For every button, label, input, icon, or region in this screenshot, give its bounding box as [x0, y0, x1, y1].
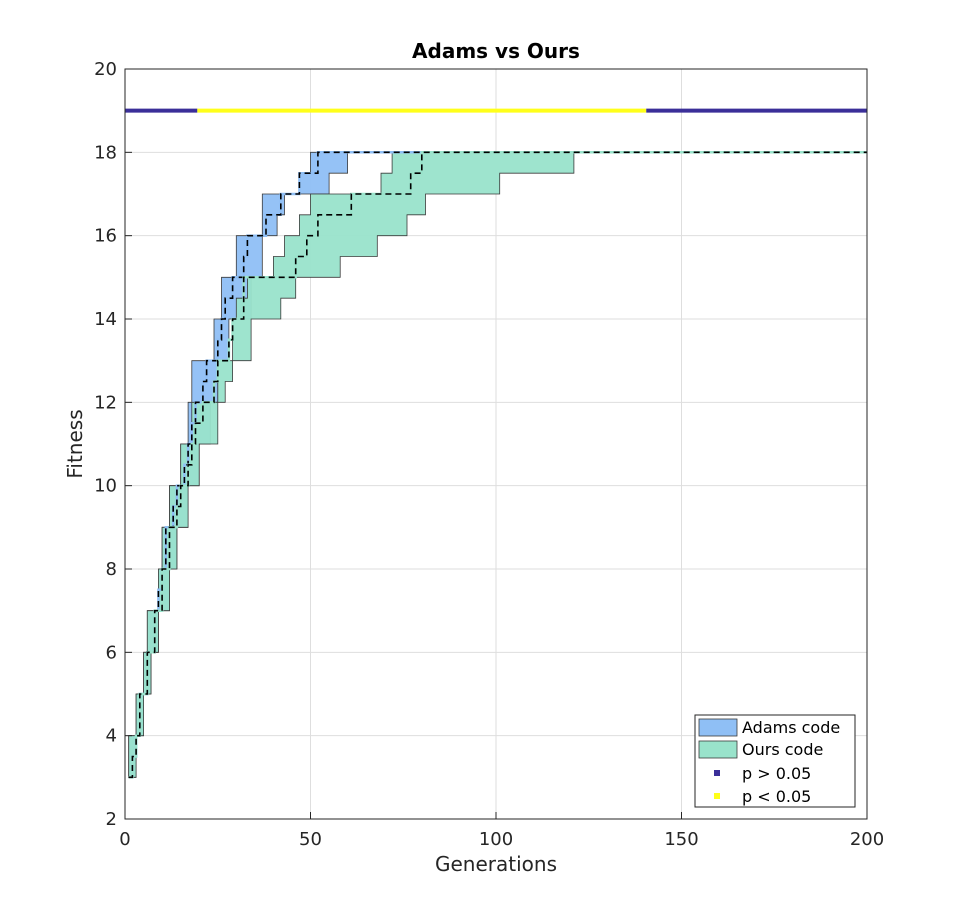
legend: Adams code Ours code p > 0.05 p < 0.05 [694, 714, 856, 808]
x-tick-label: 0 [119, 829, 130, 850]
x-axis: 0 50 100 150 200 [119, 812, 884, 850]
legend-swatch [698, 718, 738, 737]
y-tick-label: 4 [106, 726, 117, 747]
legend-label: Adams code [742, 718, 840, 737]
x-tick-label: 200 [850, 829, 884, 850]
y-tick-label: 10 [94, 476, 117, 497]
band-series-2 [128, 151, 867, 778]
legend-label: Ours code [742, 740, 823, 759]
legend-label: p < 0.05 [742, 787, 811, 806]
y-tick-label: 6 [106, 642, 117, 663]
x-tick-label: 100 [479, 829, 513, 850]
legend-label: p > 0.05 [742, 764, 811, 783]
median-line-series-1 [128, 151, 867, 779]
y-tick-label: 12 [94, 392, 117, 413]
legend-marker [714, 770, 720, 776]
y-tick-label: 14 [94, 309, 117, 330]
x-tick-label: 150 [664, 829, 698, 850]
x-tick-label: 50 [299, 829, 322, 850]
legend-marker [714, 793, 720, 799]
median-line-series-2 [128, 151, 867, 779]
y-tick-label: 18 [94, 142, 117, 163]
x-axis-label: Generations [435, 852, 557, 876]
legend-swatch [698, 740, 738, 759]
y-tick-label: 20 [94, 59, 117, 80]
y-tick-label: 8 [106, 559, 117, 580]
y-tick-label: 16 [94, 226, 117, 247]
y-axis-label: Fitness [63, 409, 87, 478]
y-tick-label: 2 [106, 809, 117, 830]
chart-title: Adams vs Ours [412, 39, 580, 63]
median-lines [128, 151, 867, 779]
y-axis: 2 4 6 8 10 12 14 16 18 20 [94, 59, 132, 830]
